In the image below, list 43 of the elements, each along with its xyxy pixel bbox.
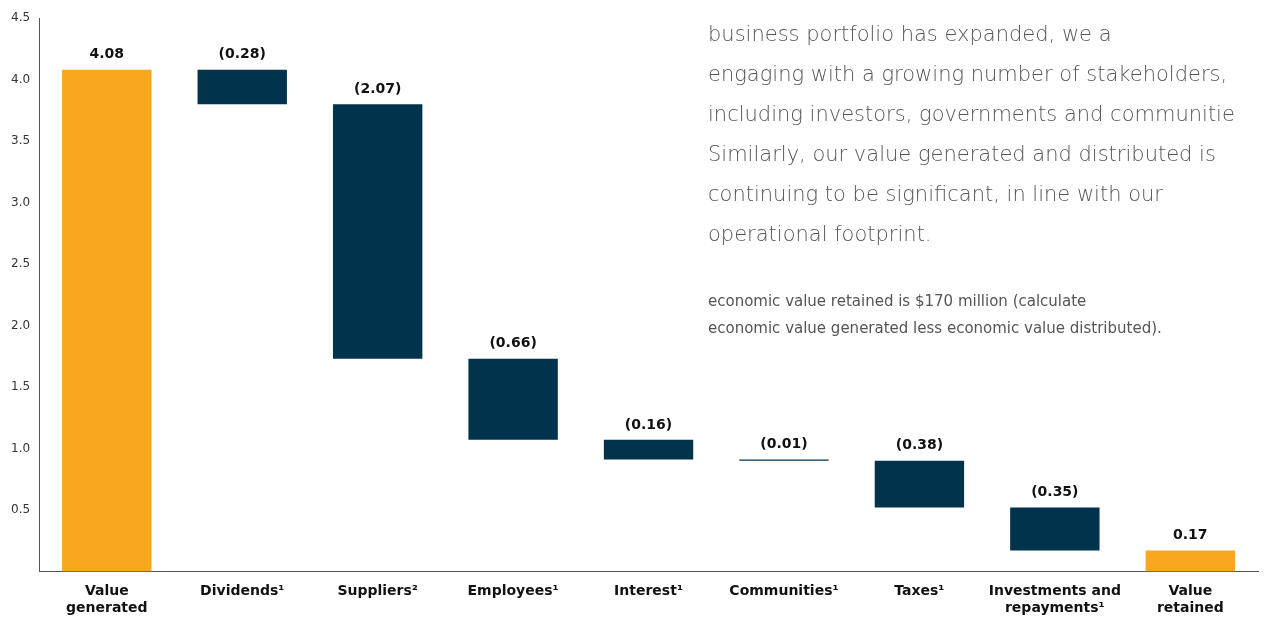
bar (62, 69, 152, 572)
y-tick-label: 4.5 (10, 10, 31, 25)
x-tick-label: Interest¹ (614, 582, 683, 599)
y-tick-label: 4.0 (10, 71, 31, 86)
data-label: 4.08 (89, 45, 125, 62)
bar (197, 69, 287, 105)
annotation: business portfolio has expanded, we a (708, 21, 1113, 48)
data-label: 0.17 (1173, 526, 1208, 543)
x-tick-label: Employees¹ (467, 582, 559, 599)
y-tick-label: 3.5 (10, 133, 31, 148)
data-label: (0.38) (895, 436, 944, 453)
data-label: (0.66) (489, 334, 537, 351)
x-tick-label: Investments and repayments¹ (988, 582, 1121, 616)
y-tick-label: 3.0 (10, 194, 31, 209)
bar (468, 358, 558, 440)
annotation: engaging with a growing number of stakeholders, (708, 61, 1229, 88)
annotation: continuing to be significant, in line with our (708, 181, 1164, 208)
y-tick-label: 1.0 (10, 440, 31, 455)
annotation: including investors, governments and communitie (708, 101, 1235, 128)
bar (1145, 550, 1235, 572)
data-label: (0.35) (1031, 483, 1079, 500)
bar (874, 460, 965, 508)
y-tick-label: 2.5 (10, 256, 31, 271)
y-tick-label: 2.0 (10, 317, 31, 332)
annotation: operational footprint. (708, 221, 933, 248)
x-tick-label: Communities¹ (729, 582, 839, 599)
x-tick-label: Taxes¹ (894, 582, 945, 599)
bar (1010, 507, 1100, 551)
annotation: economic value generated less economic value distributed). (708, 318, 1162, 339)
data-label: (0.01) (760, 435, 808, 452)
x-tick-label: Value generated (66, 582, 148, 616)
x-tick-label: Dividends¹ (200, 582, 285, 599)
annotation: economic value retained is $170 million (calculate (708, 291, 1088, 312)
annotation: Similarly, our value generated and distributed is (708, 141, 1217, 168)
data-label: (0.16) (624, 415, 673, 432)
bar (332, 104, 423, 359)
x-tick-label: Suppliers² (337, 582, 418, 599)
data-label: (0.28) (218, 45, 266, 62)
y-tick-label: 0.5 (10, 502, 31, 517)
x-tick-label: Value retained (1156, 582, 1224, 616)
y-tick-label: 1.5 (10, 379, 31, 394)
bar (603, 439, 694, 460)
data-label: (2.07) (354, 79, 402, 96)
